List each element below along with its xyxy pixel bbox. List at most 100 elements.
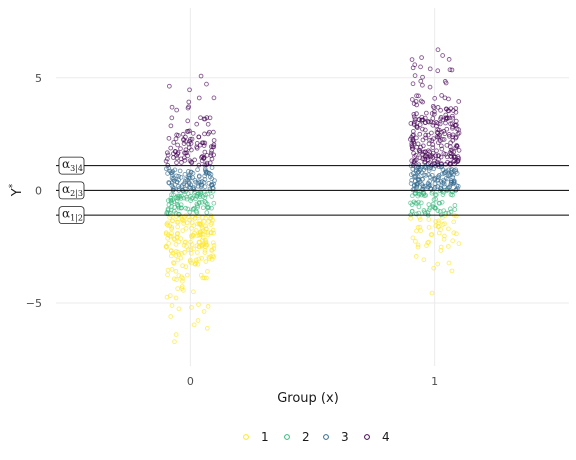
- data-point-series-4: [172, 141, 176, 145]
- data-point-series-4: [410, 58, 414, 62]
- threshold-subscript: 2|3: [70, 189, 83, 198]
- legend-key-series-2: [285, 435, 290, 440]
- legend-label-series-2: 2: [302, 430, 310, 444]
- legend: 1234: [244, 430, 390, 444]
- data-point-series-4: [447, 58, 451, 62]
- data-point-series-2: [210, 195, 214, 199]
- data-point-series-4: [179, 147, 183, 151]
- threshold-subscript: 1|2: [70, 214, 83, 223]
- data-point-series-4: [205, 82, 209, 86]
- data-point-series-4: [457, 100, 461, 104]
- data-point-series-1: [211, 241, 215, 245]
- y-tick-label: 5: [35, 72, 42, 85]
- data-point-series-1: [202, 310, 206, 314]
- data-point-series-4: [169, 146, 173, 150]
- legend-key-series-4: [365, 435, 370, 440]
- data-point-series-4: [424, 111, 428, 115]
- data-point-series-4: [415, 145, 419, 149]
- data-point-series-4: [175, 161, 179, 165]
- data-point-series-1: [450, 269, 454, 273]
- data-point-series-1: [184, 226, 188, 230]
- threshold-symbol: α: [62, 157, 70, 171]
- data-point-series-4: [435, 149, 439, 153]
- data-point-series-1: [205, 326, 209, 330]
- data-point-series-1: [446, 245, 450, 249]
- data-point-series-2: [212, 201, 216, 205]
- data-point-series-4: [420, 56, 424, 60]
- data-point-series-4: [413, 74, 417, 78]
- data-point-series-1: [174, 333, 178, 337]
- data-point-series-4: [212, 139, 216, 143]
- data-point-series-4: [203, 132, 207, 136]
- data-point-series-1: [414, 255, 418, 259]
- data-point-series-1: [427, 226, 431, 230]
- y-axis-title-group: Y*: [8, 183, 25, 197]
- data-point-series-4: [170, 116, 174, 120]
- data-point-series-4: [410, 98, 414, 102]
- data-point-series-4: [169, 124, 173, 128]
- y-tick-label: −5: [26, 297, 42, 310]
- data-point-series-4: [441, 54, 445, 58]
- data-point-series-2: [453, 208, 457, 212]
- data-point-series-1: [174, 296, 178, 300]
- data-point-series-3: [164, 167, 168, 171]
- data-point-series-4: [436, 48, 440, 52]
- data-point-series-1: [167, 241, 171, 245]
- data-point-series-1: [177, 307, 181, 311]
- data-point-series-4: [197, 96, 201, 100]
- data-point-series-4: [454, 119, 458, 123]
- data-point-series-1: [169, 315, 173, 319]
- data-point-series-1: [446, 227, 450, 231]
- data-point-series-1: [427, 218, 431, 222]
- data-point-series-2: [201, 206, 205, 210]
- data-point-series-1: [436, 262, 440, 266]
- data-point-series-4: [175, 156, 179, 160]
- data-point-series-2: [410, 194, 414, 198]
- data-points: [164, 48, 461, 344]
- legend-label-series-3: 3: [341, 430, 349, 444]
- y-tick-label: 0: [35, 184, 42, 197]
- data-point-series-1: [173, 340, 177, 344]
- legend-key-series-3: [324, 435, 329, 440]
- data-point-series-1: [430, 291, 434, 295]
- data-point-series-4: [439, 108, 443, 112]
- y-axis-title-superscript: *: [8, 183, 18, 188]
- threshold-lines: α1|2α2|3α3|4: [56, 157, 569, 224]
- threshold-subscript: 3|4: [70, 164, 83, 173]
- data-point-series-4: [420, 83, 424, 87]
- x-tick-label: 0: [187, 375, 194, 388]
- x-axis-title: Group (x): [277, 391, 339, 406]
- data-point-series-4: [195, 122, 199, 126]
- data-point-series-2: [444, 211, 448, 215]
- y-tick-labels: −5 0 5: [26, 72, 42, 310]
- data-point-series-4: [183, 158, 187, 162]
- data-point-series-4: [436, 69, 440, 73]
- data-point-series-4: [211, 130, 215, 134]
- data-point-series-1: [206, 270, 210, 274]
- svg-text:Y*: Y*: [8, 183, 25, 197]
- data-point-series-1: [457, 242, 461, 246]
- data-point-series-1: [447, 261, 451, 265]
- data-point-series-3: [196, 168, 200, 172]
- data-point-series-4: [170, 105, 174, 109]
- data-point-series-1: [204, 260, 208, 264]
- data-point-series-1: [451, 239, 455, 243]
- data-point-series-1: [177, 240, 181, 244]
- legend-label-series-4: 4: [382, 430, 390, 444]
- y-axis-title: Y: [10, 188, 25, 197]
- data-point-series-2: [205, 211, 209, 215]
- data-point-series-4: [199, 116, 203, 120]
- data-point-series-4: [445, 143, 449, 147]
- data-point-series-1: [411, 236, 415, 240]
- data-point-series-3: [210, 166, 214, 170]
- data-point-series-3: [183, 172, 187, 176]
- data-point-series-1: [165, 295, 169, 299]
- data-point-series-4: [191, 131, 195, 135]
- data-point-series-4: [443, 96, 447, 100]
- data-point-series-4: [167, 84, 171, 88]
- data-point-series-4: [206, 122, 210, 126]
- data-point-series-4: [167, 136, 171, 140]
- data-point-series-1: [192, 323, 196, 327]
